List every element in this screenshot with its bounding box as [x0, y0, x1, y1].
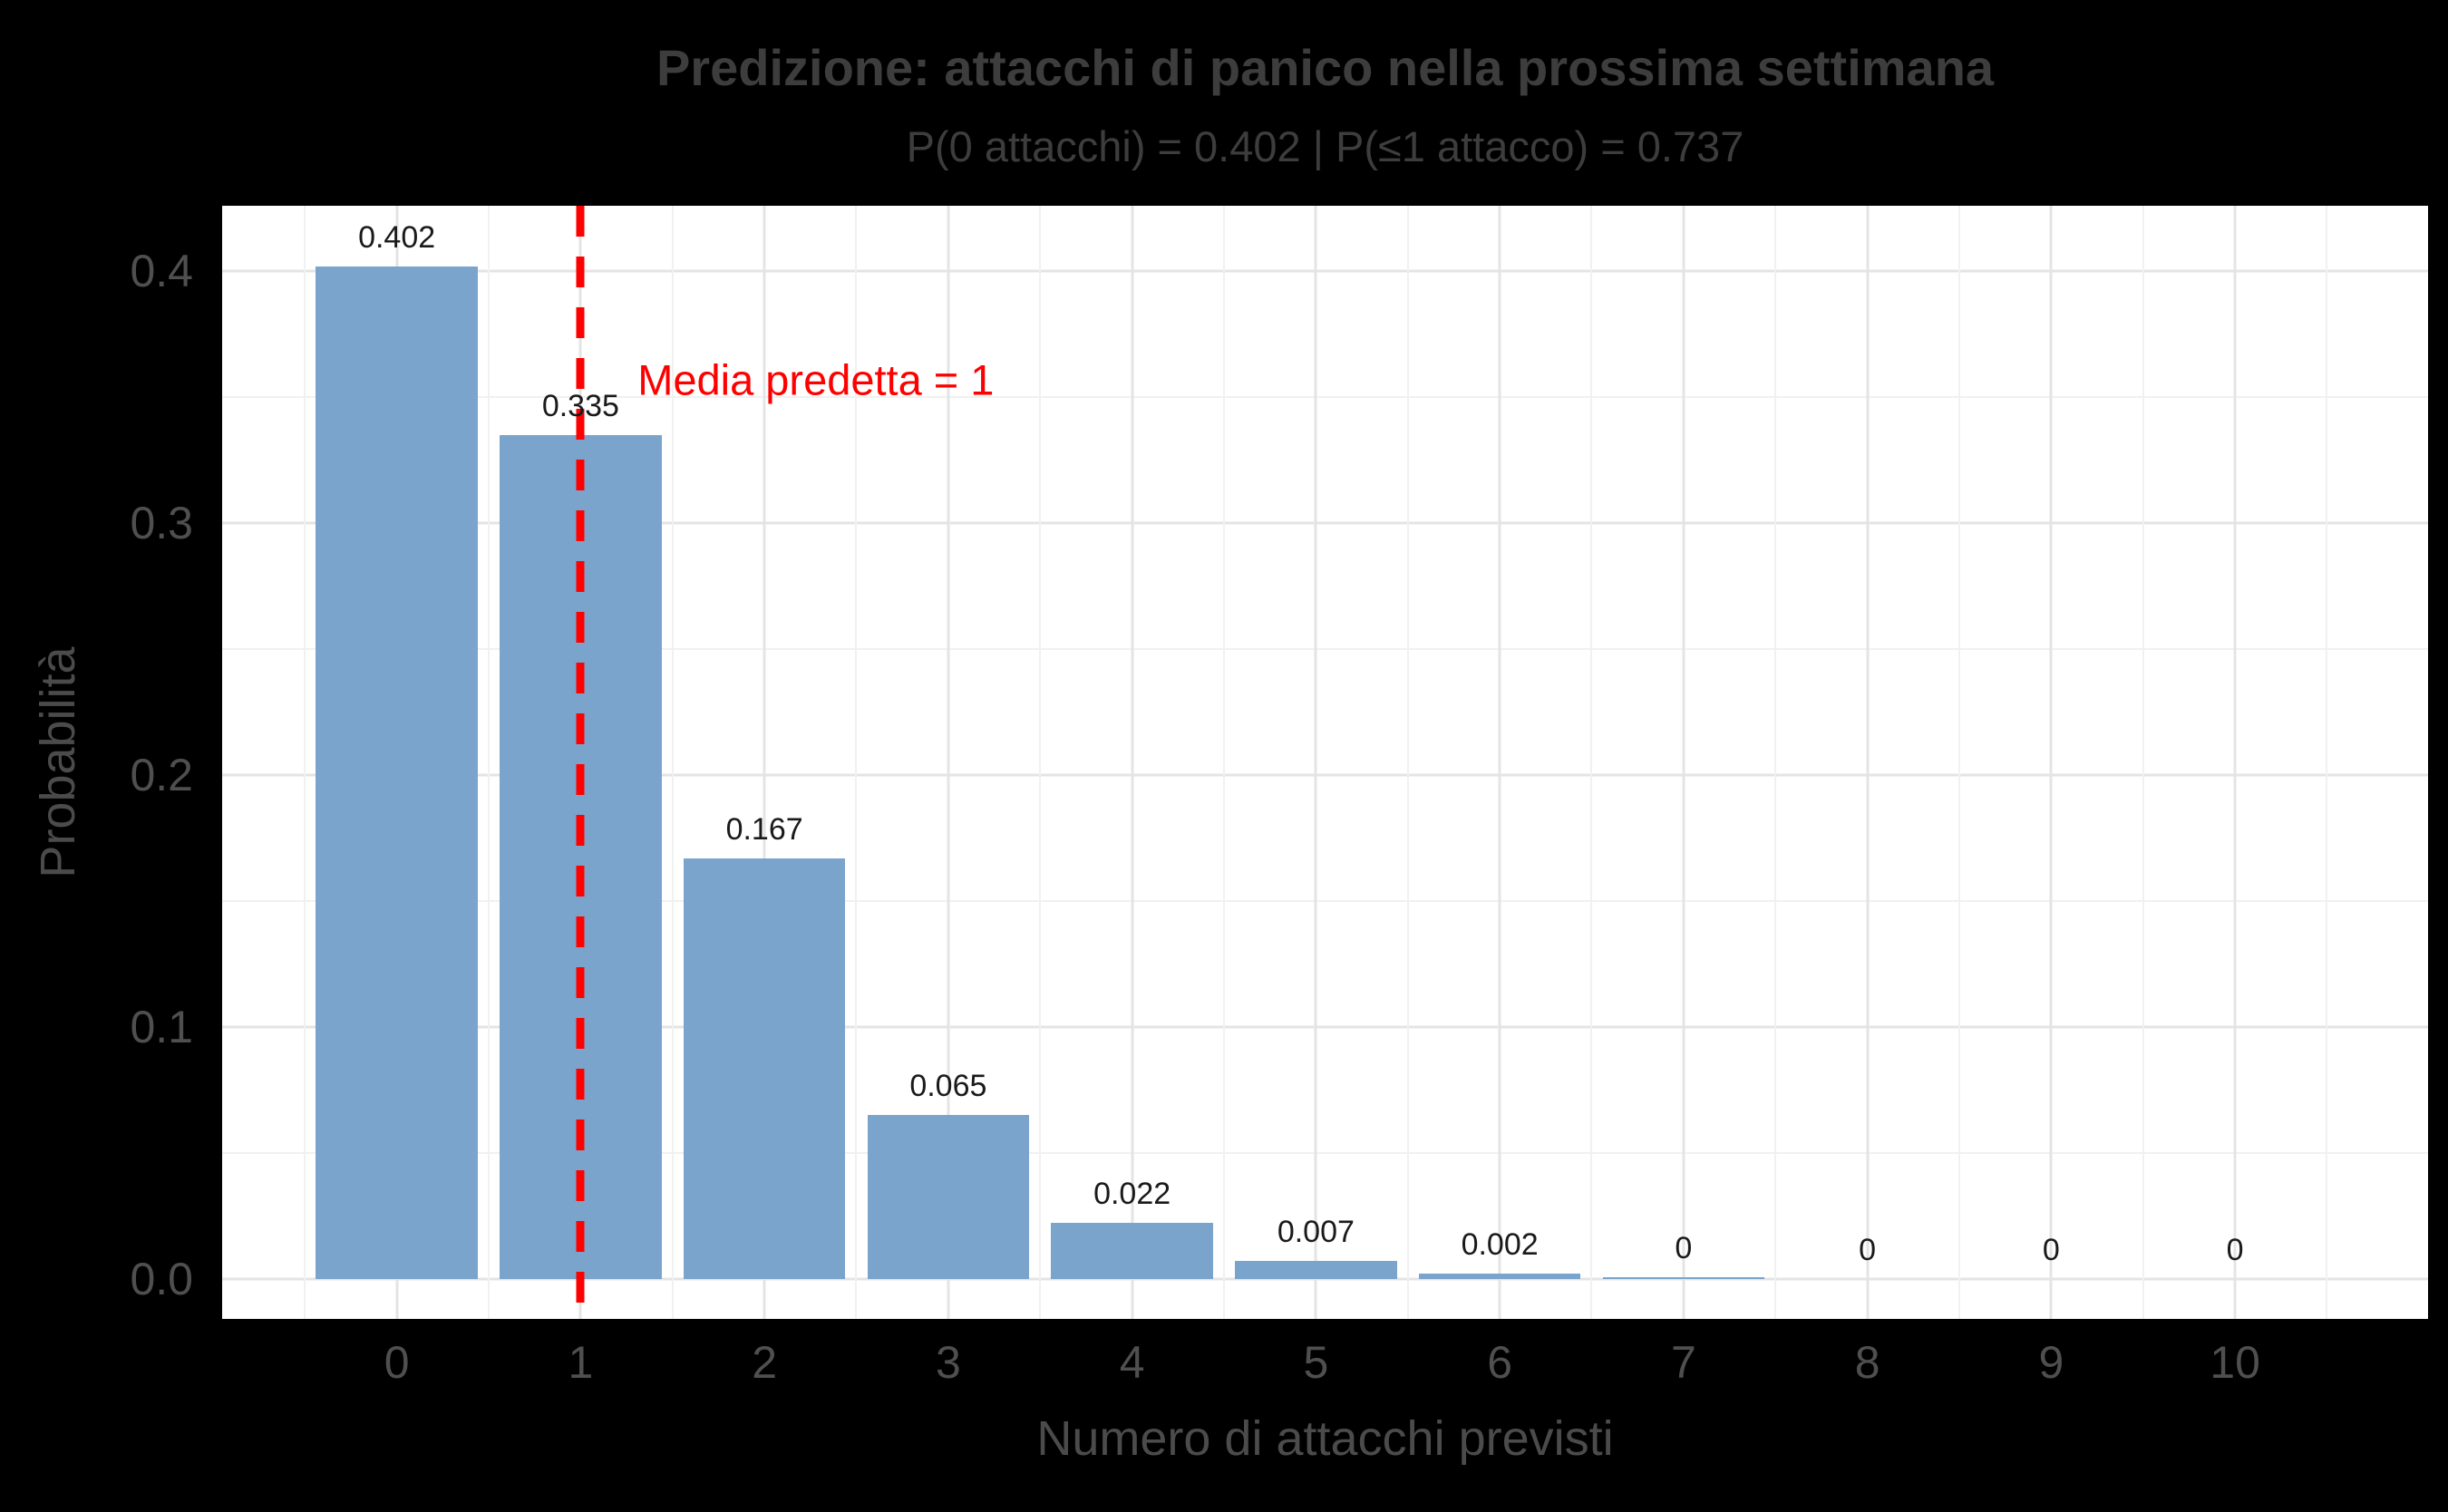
- mean-reference-line: [576, 206, 585, 1319]
- gridline-major-vertical: [2049, 206, 2053, 1319]
- gridline-major-horizontal: [222, 521, 2428, 525]
- gridline-minor-vertical: [1957, 206, 1960, 1319]
- x-axis-tick-label: 0: [384, 1337, 410, 1388]
- gridline-minor-vertical: [1590, 206, 1593, 1319]
- x-axis-tick-label: 8: [1854, 1337, 1880, 1388]
- gridline-minor-vertical: [1774, 206, 1777, 1319]
- x-axis-tick-labels: 0 1 2 3 4 5 6 7 8 9 10: [222, 1336, 2428, 1401]
- gridline-major-horizontal: [222, 269, 2428, 273]
- bar-value-label: 0.065: [909, 1068, 987, 1103]
- gridline-minor-vertical: [855, 206, 858, 1319]
- x-axis-tick-label: 2: [752, 1337, 778, 1388]
- gridline-major-horizontal: [222, 1025, 2428, 1029]
- gridline-minor-vertical: [1222, 206, 1225, 1319]
- x-axis-tick-label: 4: [1119, 1337, 1145, 1388]
- gridline-major-vertical: [1314, 206, 1317, 1319]
- gridline-minor-vertical: [671, 206, 674, 1319]
- gridline-minor-horizontal: [222, 647, 2428, 650]
- gridline-minor-horizontal: [222, 899, 2428, 902]
- bar-value-label: 0: [2042, 1232, 2060, 1267]
- bar-value-label: 0.007: [1277, 1215, 1355, 1250]
- gridline-minor-vertical: [2142, 206, 2144, 1319]
- x-axis-tick-label: 10: [2210, 1337, 2260, 1388]
- y-axis-tick-label: 0.3: [130, 498, 193, 549]
- y-axis-tick-labels: 0.0 0.1 0.2 0.3 0.4: [0, 206, 208, 1319]
- plot-panel: 0.402 0.335 0.167 0.065 0.022 0.007 0.002 0 0 0 0 M…: [222, 206, 2428, 1319]
- gridline-minor-vertical: [1406, 206, 1409, 1319]
- gridline-major-horizontal: [222, 773, 2428, 777]
- x-axis-tick-label: 3: [935, 1337, 961, 1388]
- x-axis-tick-label: 5: [1303, 1337, 1329, 1388]
- gridline-minor-horizontal: [222, 1151, 2428, 1154]
- mean-line-annotation: Media predetta = 1: [637, 355, 995, 404]
- gridline-minor-horizontal: [222, 396, 2428, 399]
- chart-title: Predizione: attacchi di panico nella pro…: [656, 39, 1995, 96]
- x-axis-tick-label: 1: [568, 1337, 594, 1388]
- bar-value-label: 0.167: [725, 811, 803, 847]
- bar: [316, 266, 478, 1279]
- bar-value-label: 0.022: [1093, 1177, 1171, 1212]
- x-axis-title: Numero di attacchi previsti: [1036, 1411, 1614, 1466]
- bar: [683, 858, 846, 1279]
- bar-value-label: 0: [1675, 1231, 1693, 1266]
- gridline-major-vertical: [763, 206, 766, 1319]
- gridline-minor-vertical: [487, 206, 490, 1319]
- y-axis-tick-label: 0.1: [130, 1001, 193, 1052]
- bar: [867, 1114, 1030, 1279]
- gridline-major-vertical: [1498, 206, 1501, 1319]
- bar-value-label: 0.002: [1461, 1227, 1539, 1262]
- y-axis-tick-label: 0.4: [130, 246, 193, 297]
- bar-value-label: 0: [2226, 1232, 2244, 1267]
- bar: [1051, 1223, 1213, 1279]
- gridline-major-vertical: [1682, 206, 1685, 1319]
- x-axis-tick-label: 6: [1487, 1337, 1513, 1388]
- gridline-minor-vertical: [304, 206, 306, 1319]
- gridline-major-vertical: [1131, 206, 1134, 1319]
- bar-value-label: 0.402: [358, 219, 436, 255]
- y-axis-tick-label: 0.2: [130, 749, 193, 800]
- gridline-major-vertical: [1866, 206, 1870, 1319]
- bar: [1235, 1261, 1397, 1279]
- bar-value-label: 0: [1859, 1232, 1877, 1267]
- bar: [1418, 1274, 1581, 1279]
- chart-subtitle: P(0 attacchi) = 0.402 | P(≤1 attacco) = …: [906, 122, 1744, 170]
- gridline-minor-vertical: [1039, 206, 1042, 1319]
- bar: [1602, 1277, 1765, 1279]
- gridline-minor-vertical: [2326, 206, 2328, 1319]
- x-axis-tick-label: 7: [1670, 1337, 1696, 1388]
- bar-value-label: 0.335: [541, 388, 619, 423]
- x-axis-tick-label: 9: [2038, 1337, 2064, 1388]
- gridline-major-vertical: [947, 206, 950, 1319]
- y-axis-tick-label: 0.0: [130, 1253, 193, 1304]
- gridline-major-vertical: [2233, 206, 2237, 1319]
